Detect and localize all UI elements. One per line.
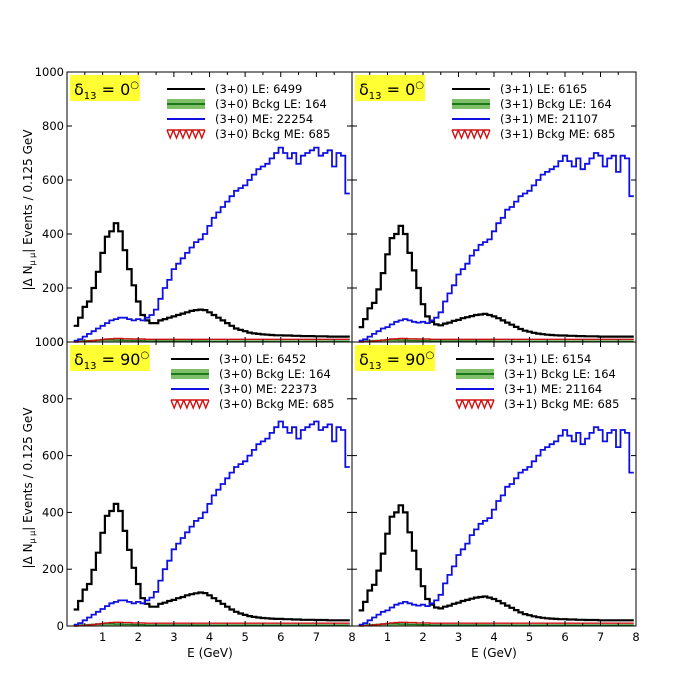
y-tick-label: 600 (42, 173, 64, 187)
series-me (358, 152, 634, 342)
x-tick-label: 7 (313, 630, 320, 644)
legend-label: (3+0) ME: 22373 (219, 382, 317, 396)
x-tick-label: 4 (206, 630, 213, 644)
x-tick-label: 1 (99, 630, 106, 644)
series-me (358, 426, 634, 626)
x-tick-label: 6 (561, 630, 568, 644)
legend-entry: (3+1) Bckg LE: 164 (452, 97, 612, 111)
legend-label: (3+0) Bckg LE: 164 (215, 97, 327, 111)
x-tick-label: 6 (277, 630, 284, 644)
y-axis-label-top: |Δ Nμ μ| Events / 0.125 GeV (21, 129, 37, 291)
legend-entry: (3+1) LE: 6154 (456, 352, 591, 366)
x-tick-label: 7 (597, 630, 604, 644)
delta-badge-text: δ13 = 90○ (359, 350, 434, 372)
x-tick-label: 4 (490, 630, 497, 644)
x-axis-label-left: E (GeV) (187, 646, 233, 660)
y-tick-label: 800 (42, 119, 64, 133)
x-tick-label: 5 (526, 630, 533, 644)
legend-entry: (3+1) Bckg ME: 685 (455, 397, 619, 411)
x-axis-label-right: E (GeV) (471, 646, 517, 660)
y-tick-label: 0 (57, 619, 64, 633)
series-bckg-me (73, 621, 350, 627)
delta-badge-text: δ13 = 90○ (74, 350, 149, 372)
legend-label: (3+1) Bckg LE: 164 (504, 367, 616, 381)
delta-badge-text: δ13 = 0○ (74, 80, 139, 102)
series-bckg-me (73, 337, 350, 343)
series-bckg-me (358, 337, 634, 343)
legend-label: (3+1) LE: 6165 (500, 82, 587, 96)
legend-entry: (3+1) ME: 21107 (452, 112, 598, 126)
series-le (73, 502, 350, 622)
series-le (358, 224, 634, 338)
legend-label: (3+0) LE: 6499 (215, 82, 302, 96)
legend-entry: (3+1) Bckg LE: 164 (456, 367, 616, 381)
y-tick-label: 800 (42, 392, 64, 406)
legend-label: (3+0) Bckg ME: 685 (215, 127, 330, 141)
x-tick-label: 2 (135, 630, 142, 644)
panel-top-right: δ13 = 0○ (3+1) LE: 6165(3+1) Bckg LE: 164… (351, 71, 637, 343)
legend-entry: (3+0) LE: 6499 (167, 82, 302, 96)
legend-label: (3+1) LE: 6154 (504, 352, 591, 366)
legend-swatch-bckg-me (170, 399, 210, 410)
x-tick-label: 8 (632, 630, 639, 644)
y-tick-label: 1000 (35, 65, 64, 79)
legend-entry: (3+0) LE: 6452 (171, 352, 306, 366)
y-axis-label-bottom: |Δ Nμ μ| Events / 0.125 GeV (21, 407, 37, 569)
legend-label: (3+1) ME: 21164 (504, 382, 602, 396)
delta-badge (355, 345, 435, 371)
delta-badge (355, 75, 425, 101)
legend-entry: (3+0) ME: 22373 (171, 382, 317, 396)
delta-badge (70, 75, 140, 101)
y-tick-label: 200 (42, 281, 64, 295)
legend-label: (3+1) Bckg LE: 164 (500, 97, 612, 111)
y-tick-label: 400 (42, 227, 64, 241)
series-le (73, 222, 350, 338)
x-tick-label: 3 (170, 630, 177, 644)
series-bckg-me (358, 621, 634, 627)
legend-label: (3+0) Bckg ME: 685 (219, 397, 334, 411)
legend-label: (3+0) LE: 6452 (219, 352, 306, 366)
legend-label: (3+1) Bckg ME: 685 (504, 397, 619, 411)
x-tick-label: 8 (348, 630, 355, 644)
x-tick-label: 5 (241, 630, 248, 644)
series-me (73, 146, 350, 342)
series-le (358, 504, 634, 622)
legend-label: (3+0) Bckg LE: 164 (219, 367, 331, 381)
legend-label: (3+1) ME: 21107 (500, 112, 598, 126)
panel-bottom-left: 0 200 400 600 800 1000 1 2 3 4 5 6 7 8 δ13 = 90○ (3+0) … (35, 335, 356, 644)
y-tick-label: 600 (42, 449, 64, 463)
legend-entry: (3+0) Bckg ME: 685 (166, 127, 330, 141)
legend-entry: (3+0) Bckg LE: 164 (171, 367, 331, 381)
legend-swatch-bckg-me (166, 129, 206, 140)
y-tick-label: 200 (42, 562, 64, 576)
legend-entry: (3+0) ME: 22254 (167, 112, 313, 126)
legend-entry: (3+0) Bckg LE: 164 (167, 97, 327, 111)
x-tick-label: 3 (455, 630, 462, 644)
legend-label: (3+1) Bckg ME: 685 (500, 127, 615, 141)
legend-entry: (3+1) ME: 21164 (456, 382, 602, 396)
y-tick-label: 1000 (35, 335, 64, 349)
x-tick-label: 1 (384, 630, 391, 644)
series-me (73, 420, 350, 626)
y-tick-label: 400 (42, 505, 64, 519)
legend-entry: (3+1) LE: 6165 (452, 82, 587, 96)
y-tick-label: 0 (57, 335, 64, 349)
legend-label: (3+0) ME: 22254 (215, 112, 313, 126)
legend-swatch-bckg-me (451, 129, 491, 140)
legend-entry: (3+0) Bckg ME: 685 (170, 397, 334, 411)
legend-entry: (3+1) Bckg ME: 685 (451, 127, 615, 141)
legend-swatch-bckg-me (455, 399, 495, 410)
delta-badge (70, 345, 150, 371)
delta-badge-text: δ13 = 0○ (359, 80, 424, 102)
x-tick-label: 2 (419, 630, 426, 644)
